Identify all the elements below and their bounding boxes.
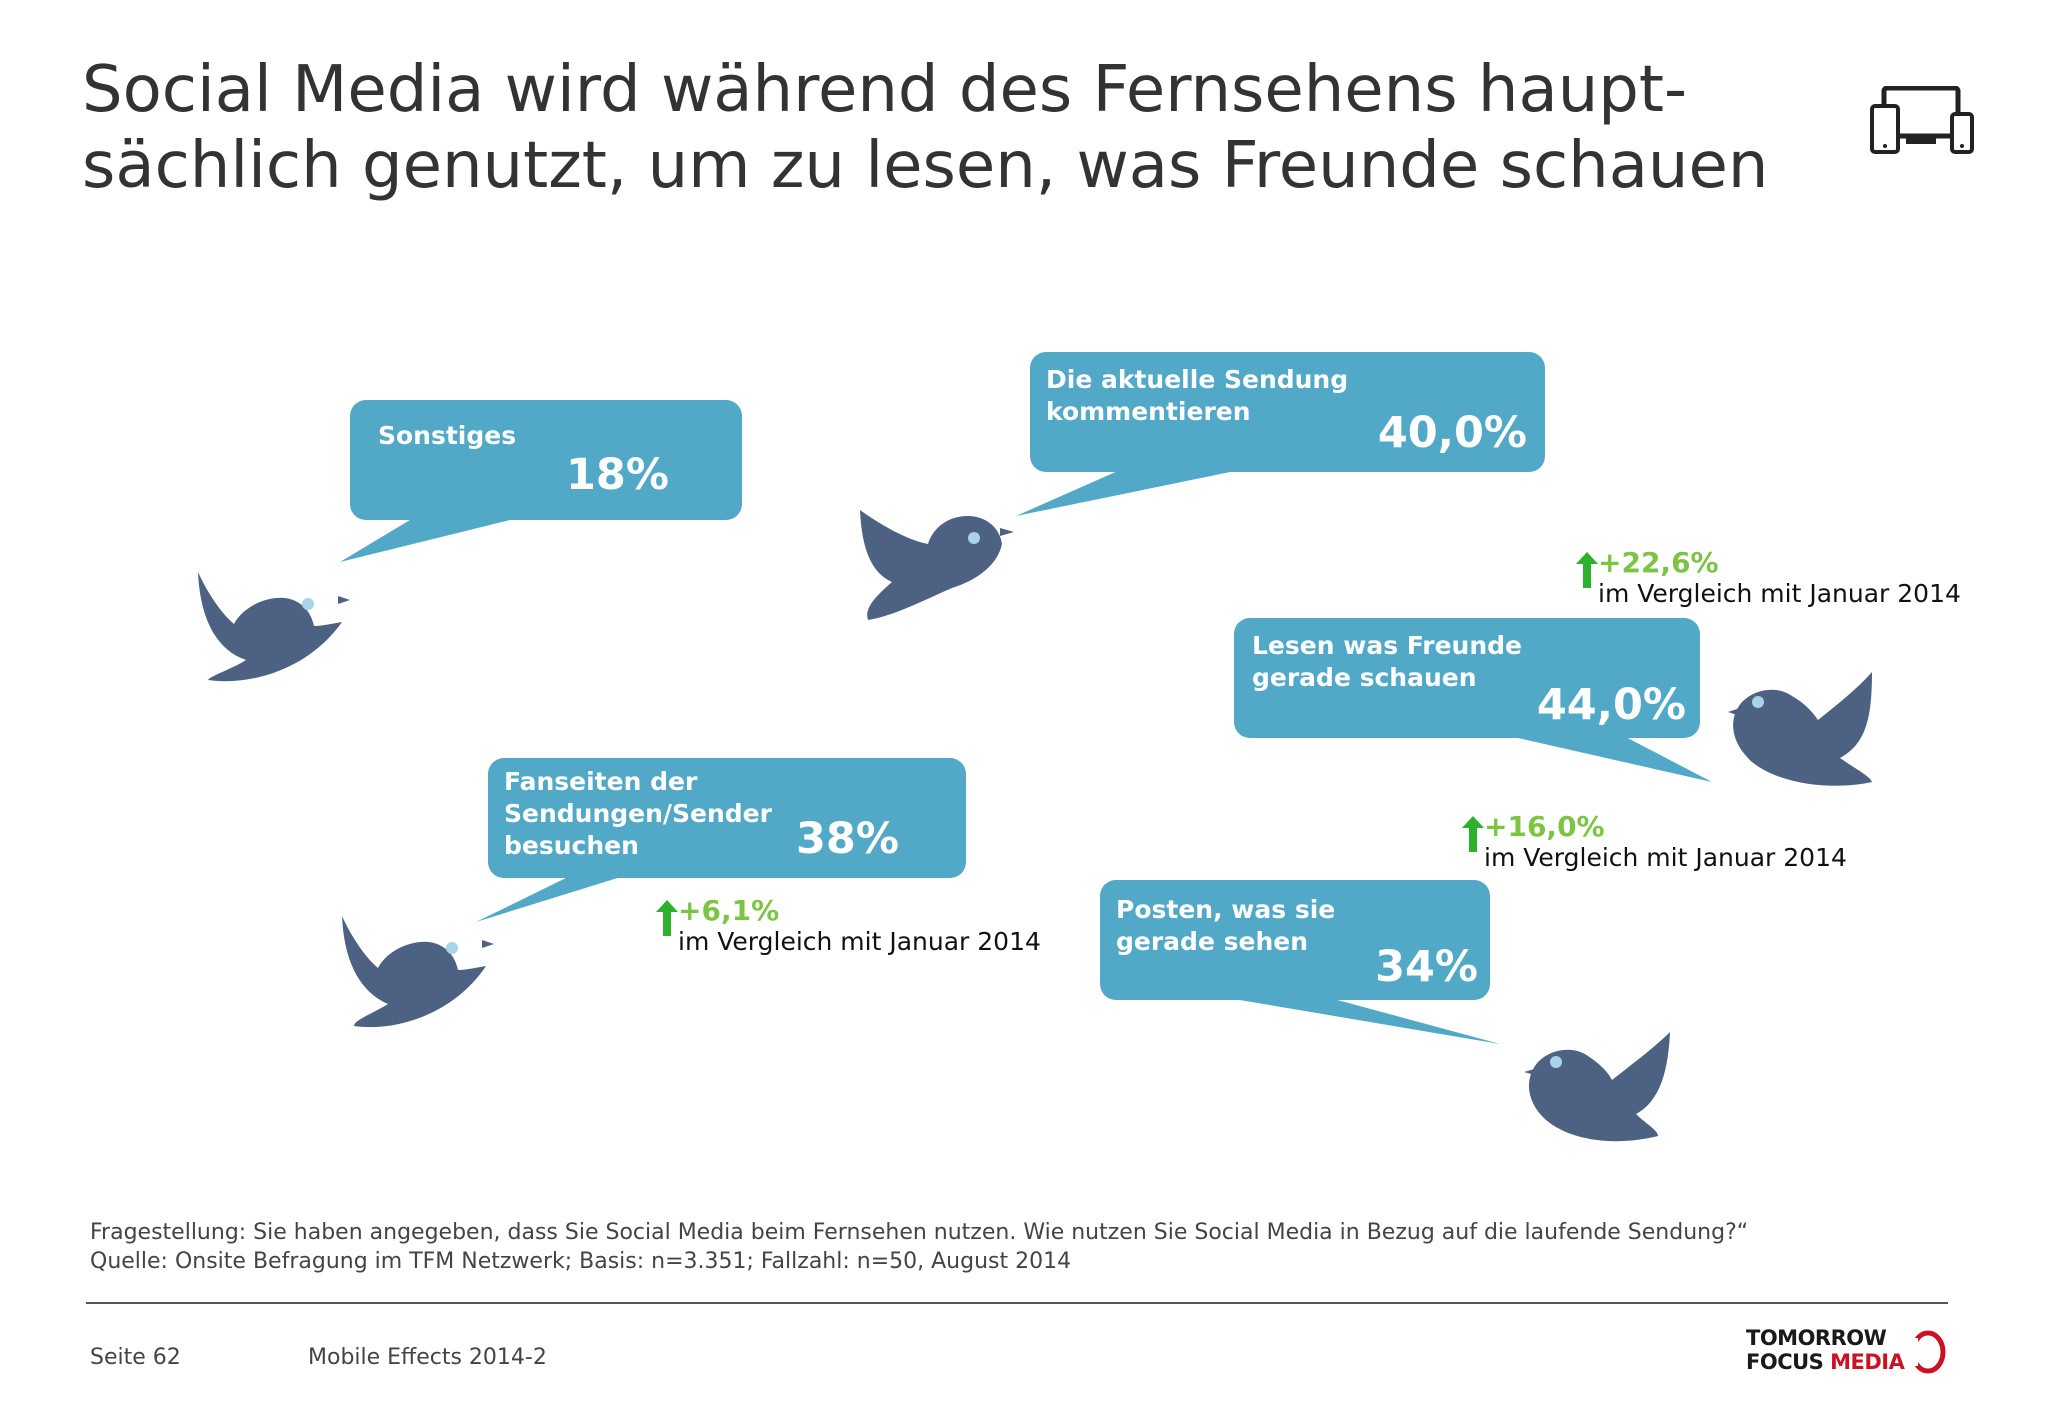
bird-icon [1524, 1032, 1670, 1142]
bubble-label-line: Posten, was sie [1116, 895, 1336, 924]
up-arrow-icon [1576, 552, 1598, 588]
bubble-label-line: Lesen was Freunde [1252, 631, 1522, 660]
footnote-source: Quelle: Onsite Befragung im TFM Netzwerk… [90, 1249, 1072, 1274]
report-name: Mobile Effects 2014-2 [308, 1345, 547, 1370]
up-arrow-icon [1462, 816, 1484, 852]
speech-bubble-sonstiges: Sonstiges 18% [350, 400, 742, 520]
change-comparison: im Vergleich mit Januar 2014 [1598, 579, 1961, 608]
bubble-label: Die aktuelle Sendung kommentieren [1046, 364, 1348, 428]
speech-bubble-posten: Posten, was sie gerade sehen 34% [1100, 880, 1490, 1000]
logo-line-1: TOMORROW [1746, 1326, 1887, 1350]
up-arrow-icon [656, 900, 678, 936]
bubble-value: 44,0% [1536, 680, 1686, 730]
logo-line-2: FOCUS MEDIA [1746, 1350, 1905, 1374]
company-logo: TOMORROW FOCUS MEDIA [1746, 1326, 1956, 1376]
speech-bubble-kommentieren: Die aktuelle Sendung kommentieren 40,0% [1030, 352, 1545, 472]
bubble-value: 34% [1375, 942, 1478, 992]
bubble-label-line: besuchen [504, 831, 639, 860]
page-title: Social Media wird während des Fernsehens… [82, 52, 1782, 204]
logo-text-media: MEDIA [1830, 1350, 1905, 1374]
logo-mark [1906, 1330, 1946, 1374]
footer-divider [86, 1302, 1948, 1304]
devices-icon [1870, 86, 1974, 154]
change-delta: +22,6% [1598, 546, 1719, 579]
bubble-label: Sonstiges [378, 420, 516, 452]
speech-bubble-fanseiten: Fanseiten der Sendungen/Sender besuchen … [488, 758, 966, 878]
bubble-value: 40,0% [1377, 408, 1527, 458]
footnote-question: Fragestellung: Sie haben angegeben, dass… [90, 1220, 1749, 1245]
bird-icon [342, 916, 494, 1028]
title-line-1: Social Media wird während des Fernsehens… [82, 53, 1688, 127]
bubble-label: Fanseiten der Sendungen/Sender besuchen [504, 766, 772, 862]
bubble-label-line: Die aktuelle Sendung [1046, 365, 1349, 394]
bubble-label-line: kommentieren [1046, 397, 1251, 426]
bird-icon [1728, 672, 1872, 786]
bubble-label: Lesen was Freunde gerade schauen [1252, 630, 1522, 694]
footnote: Fragestellung: Sie haben angegeben, dass… [90, 1218, 1990, 1276]
bubble-label-line: gerade schauen [1252, 663, 1477, 692]
change-comparison: im Vergleich mit Januar 2014 [1484, 843, 1847, 872]
change-comparison: im Vergleich mit Januar 2014 [678, 927, 1041, 956]
title-line-2: sächlich genutzt, um zu lesen, was Freun… [82, 129, 1769, 203]
speech-bubble-lesen: Lesen was Freunde gerade schauen 44,0% [1234, 618, 1700, 738]
bird-icon [198, 572, 350, 682]
bubble-label: Posten, was sie gerade sehen [1116, 894, 1335, 958]
bird-icon [860, 510, 1014, 620]
bubble-label-line: Fanseiten der [504, 767, 698, 796]
change-delta: +16,0% [1484, 810, 1605, 843]
bubble-value: 38% [796, 814, 899, 864]
bubble-label-line: Sendungen/Sender [504, 799, 772, 828]
page-number: Seite 62 [90, 1345, 181, 1370]
logo-text-focus: FOCUS [1746, 1350, 1831, 1374]
change-delta: +6,1% [678, 894, 780, 927]
bubble-label-line: Sonstiges [378, 421, 517, 450]
bubble-value: 18% [566, 450, 669, 500]
bubble-label-line: gerade sehen [1116, 927, 1308, 956]
